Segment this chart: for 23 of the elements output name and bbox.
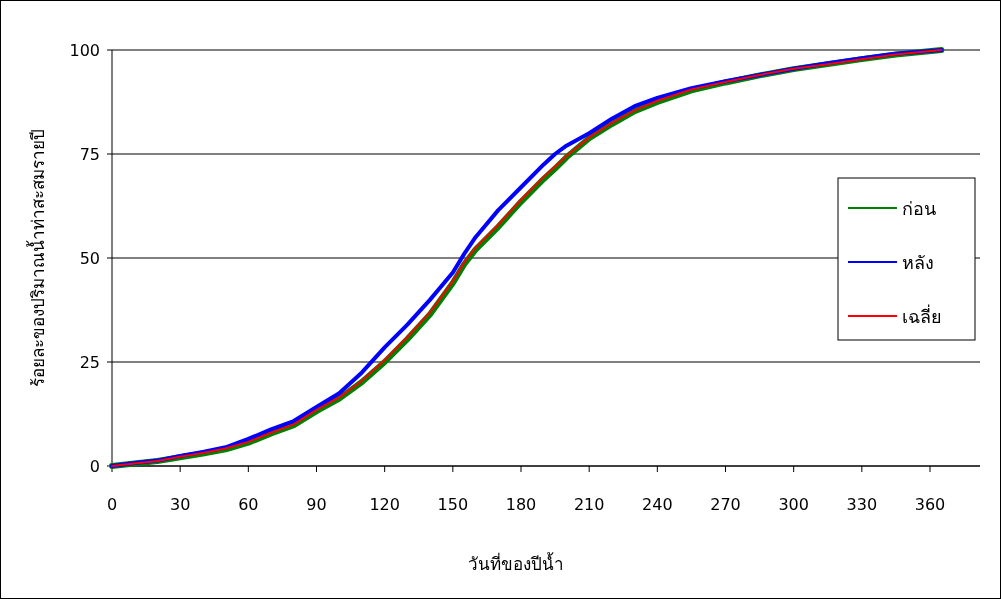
x-tick-label: 270 [710,495,741,514]
x-tick-label: 60 [238,495,259,514]
x-tick-label: 330 [846,495,878,514]
x-tick-label: 180 [505,495,537,514]
y-tick-label: 50 [79,249,100,268]
x-tick-label: 0 [106,495,118,514]
x-tick-label: 360 [914,495,946,514]
y-tick-label: 25 [79,353,100,372]
x-tick-label: 210 [573,495,605,514]
x-tick-label: 30 [169,495,191,514]
x-tick-label: 240 [642,495,673,514]
y-tick-label: 75 [79,145,100,164]
x-tick-label: 150 [437,495,469,514]
legend-label: ก่อน [902,198,936,219]
y-tick-label: 0 [89,457,100,476]
legend-label: เฉลี่ย [902,304,942,327]
x-tick-label: 120 [369,495,400,514]
x-tick-label: 90 [306,495,327,514]
legend-label: หลัง [902,252,934,273]
y-tick-label: 100 [69,41,100,60]
x-axis-title: วันที่ของปีน้ำ [468,552,564,574]
y-axis-title: ร้อยละของปริมาณน้ำท่าสะสมรายปี [26,129,48,387]
x-tick-label: 300 [778,495,809,514]
